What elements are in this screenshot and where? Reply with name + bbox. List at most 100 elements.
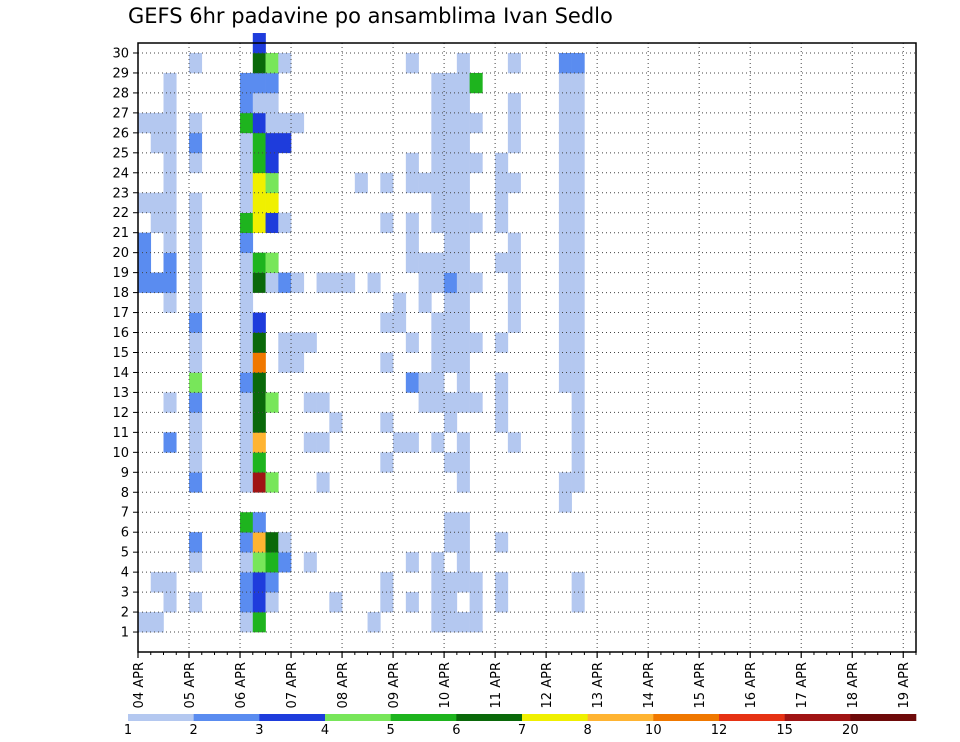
heatmap-cell (163, 132, 177, 154)
heatmap-cell (558, 172, 572, 194)
heatmap-cell (456, 252, 470, 273)
heatmap-cell (189, 452, 203, 473)
heatmap-cell (240, 372, 254, 393)
heatmap-cell (150, 612, 164, 633)
heatmap-cell (265, 92, 279, 114)
y-tick-label: 11 (112, 426, 129, 441)
heatmap-cell (138, 232, 152, 253)
heatmap-cell (456, 272, 470, 293)
heatmap-cell (265, 212, 279, 233)
y-tick-label: 2 (121, 606, 129, 621)
heatmap-cell (418, 172, 432, 194)
heatmap-cell (405, 152, 419, 174)
legend-label: 15 (776, 723, 793, 738)
heatmap-cell (418, 372, 432, 393)
x-tick-label: 18 APR (846, 662, 861, 708)
heatmap-cell (456, 472, 470, 493)
x-tick-label: 14 APR (642, 662, 657, 708)
heatmap-cell (456, 332, 470, 353)
heatmap-cell (163, 592, 177, 613)
heatmap-cell (240, 432, 254, 453)
heatmap-cell (240, 192, 254, 214)
heatmap-cell (405, 52, 419, 74)
heatmap-cell (367, 272, 381, 293)
heatmap-cell (558, 312, 572, 333)
heatmap-cell (252, 432, 266, 453)
heatmap-cell (507, 432, 521, 453)
heatmap-cell (138, 192, 152, 214)
heatmap-cell (138, 272, 152, 293)
y-tick-label: 1 (121, 626, 129, 641)
heatmap-cell (431, 372, 445, 393)
heatmap-cell (265, 132, 279, 154)
heatmap-cell (444, 72, 458, 94)
heatmap-cell (240, 292, 254, 313)
heatmap-cell (303, 392, 317, 413)
heatmap-cell (558, 372, 572, 393)
heatmap-cell (163, 392, 177, 413)
heatmap-cell (469, 112, 483, 134)
heatmap-cell (469, 612, 483, 633)
heatmap-cell (405, 432, 419, 453)
heatmap-cell (252, 132, 266, 154)
heatmap-cell (444, 452, 458, 473)
y-tick-label: 28 (112, 86, 129, 101)
legend-label: 12 (711, 723, 728, 738)
heatmap-cell (252, 592, 266, 613)
heatmap-cell (240, 132, 254, 154)
heatmap-cell (138, 252, 152, 273)
heatmap-cell (189, 52, 203, 74)
y-tick-label: 3 (121, 586, 129, 601)
legend-label: 5 (387, 723, 395, 738)
heatmap-cell (469, 392, 483, 413)
heatmap-cell (265, 552, 279, 573)
heatmap-cell (240, 592, 254, 613)
heatmap-cell (252, 532, 266, 553)
heatmap-cell (456, 212, 470, 233)
heatmap-cell (431, 392, 445, 413)
y-tick-label: 9 (121, 466, 129, 481)
heatmap-cell (571, 352, 585, 373)
heatmap-cell (189, 372, 203, 393)
heatmap-cell (138, 112, 152, 134)
heatmap-cell (316, 472, 330, 493)
heatmap-cell (189, 352, 203, 373)
legend-swatch (522, 714, 588, 721)
heatmap-cell (189, 412, 203, 433)
x-tick-label: 06 APR (234, 662, 249, 708)
legend-label: 2 (190, 723, 198, 738)
heatmap-cell (507, 292, 521, 313)
heatmap-cell (163, 572, 177, 593)
heatmap-cell (380, 592, 394, 613)
y-tick-label: 23 (112, 186, 129, 201)
heatmap-cell (571, 252, 585, 273)
y-tick-label: 24 (112, 166, 129, 181)
heatmap-cell (469, 72, 483, 94)
legend-swatch (587, 714, 654, 721)
heatmap-cell (163, 92, 177, 114)
heatmap-cell (278, 212, 292, 233)
legend-swatch (128, 714, 194, 721)
heatmap-cell (431, 112, 445, 134)
heatmap-cell (571, 72, 585, 94)
legend-swatch (719, 714, 785, 721)
heatmap-cell (444, 272, 458, 293)
x-tick-label: 15 APR (693, 662, 708, 708)
heatmap-cell (431, 192, 445, 214)
heatmap-cell (393, 312, 407, 333)
heatmap-cell (252, 252, 266, 273)
heatmap-cell (240, 252, 254, 273)
heatmap-cell (252, 192, 266, 214)
heatmap-cell (431, 352, 445, 373)
heatmap-cell (507, 312, 521, 333)
heatmap-cell (189, 132, 203, 154)
heatmap-cell (558, 132, 572, 154)
heatmap-cell (558, 112, 572, 134)
heatmap-cell (444, 352, 458, 373)
heatmap-cell (558, 292, 572, 313)
heatmap-cell (444, 592, 458, 613)
y-tick-label: 26 (112, 126, 129, 141)
y-tick-label: 6 (121, 526, 129, 541)
heatmap-cell (240, 312, 254, 333)
